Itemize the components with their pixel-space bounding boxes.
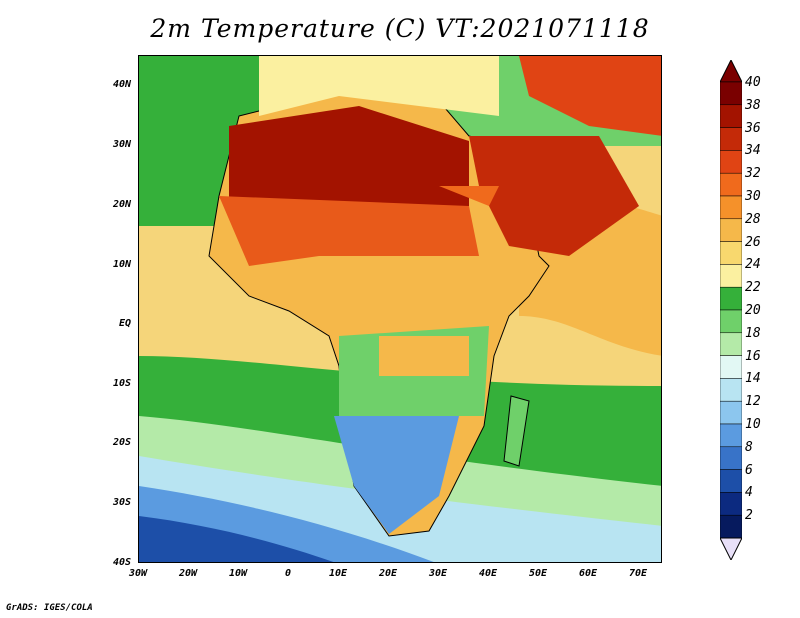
- lon-label: 30E: [428, 568, 448, 579]
- lat-label: 30N: [112, 139, 131, 150]
- colorbar-swatch: [720, 264, 742, 288]
- colorbar-label: 8: [745, 439, 753, 455]
- colorbar-label: 12: [745, 394, 761, 410]
- lon-label: 40E: [478, 568, 498, 579]
- lon-label: 0: [284, 568, 292, 579]
- colorbar-label: 6: [745, 462, 753, 478]
- colorbar-label: 38: [745, 97, 761, 113]
- colorbar-label: 28: [745, 211, 761, 227]
- colorbar-swatch: [720, 172, 742, 197]
- lon-label: 10W: [228, 568, 248, 579]
- colorbar-label: 26: [745, 234, 761, 250]
- colorbar-swatch: [720, 400, 742, 425]
- sahel-hot: [219, 196, 479, 266]
- lat-label: 20N: [112, 199, 131, 210]
- lat-label: 30S: [112, 497, 131, 508]
- colorbar-swatch: [720, 469, 742, 493]
- colorbar-swatch: [720, 127, 742, 151]
- colorbar-swatch: [720, 355, 742, 379]
- mediterranean-europe: [259, 56, 499, 116]
- lon-label: 20W: [178, 568, 198, 579]
- colorbar-label: 10: [745, 417, 761, 432]
- middle-east-asia: [519, 56, 661, 136]
- lat-label: 40S: [112, 557, 131, 568]
- colorbar-swatch: [720, 286, 742, 311]
- lat-label: 10S: [112, 378, 131, 389]
- madagascar: [503, 395, 530, 467]
- colorbar-top-arrow: [720, 60, 742, 83]
- lon-label: 70E: [628, 568, 648, 579]
- colorbar-swatch: [720, 218, 742, 242]
- lat-label: EQ: [118, 318, 131, 329]
- grads-credit: GrADS: IGES/COLA: [6, 603, 93, 613]
- colorbar-swatch: [720, 332, 742, 356]
- red-sea: [439, 186, 499, 206]
- colorbar-swatch: [720, 241, 742, 265]
- map-canvas: [139, 56, 661, 562]
- colorbar-label: 24: [745, 257, 761, 273]
- map-title: 2m Temperature (C) VT:2021071118: [150, 14, 650, 43]
- lon-label: 50E: [528, 568, 548, 579]
- temperature-map: [138, 55, 662, 563]
- southern-africa-cool: [334, 416, 459, 534]
- colorbar-label: 14: [745, 371, 761, 387]
- colorbar-swatch: [720, 104, 742, 128]
- lat-label: 40N: [112, 79, 131, 90]
- colorbar-label: 30: [745, 189, 761, 204]
- colorbar-swatch: [720, 446, 742, 470]
- colorbar-label: 16: [745, 348, 761, 364]
- colorbar-label: 4: [745, 485, 753, 501]
- colorbar-swatch: [720, 423, 742, 448]
- arabia-hot: [469, 136, 639, 256]
- lon-label: 20E: [378, 568, 398, 579]
- lat-label: 10N: [112, 259, 131, 270]
- colorbar-label: 20: [745, 303, 761, 318]
- congo-warm: [379, 336, 469, 376]
- colorbar-bottom-arrow: [720, 537, 742, 560]
- lon-label: 60E: [578, 568, 598, 579]
- lon-label: 30W: [128, 568, 148, 579]
- lon-label: 10E: [328, 568, 348, 579]
- colorbar-swatch: [720, 514, 742, 539]
- colorbar-label: 2: [745, 508, 753, 524]
- colorbar-swatch: [720, 492, 742, 516]
- colorbar-swatch: [720, 195, 742, 220]
- colorbar-label: 40: [745, 75, 761, 90]
- colorbar-swatch: [720, 378, 742, 402]
- south-ocean-cold: [139, 516, 334, 562]
- colorbar-swatch: [720, 81, 742, 106]
- colorbar-label: 32: [745, 166, 761, 182]
- colorbar-swatch: [720, 150, 742, 174]
- colorbar-label: 34: [745, 143, 761, 159]
- colorbar: [720, 60, 742, 560]
- lat-label: 20S: [112, 437, 131, 448]
- colorbar-label: 22: [745, 280, 761, 296]
- colorbar-label: 36: [745, 120, 761, 136]
- colorbar-label: 18: [745, 325, 761, 341]
- colorbar-swatch: [720, 309, 742, 334]
